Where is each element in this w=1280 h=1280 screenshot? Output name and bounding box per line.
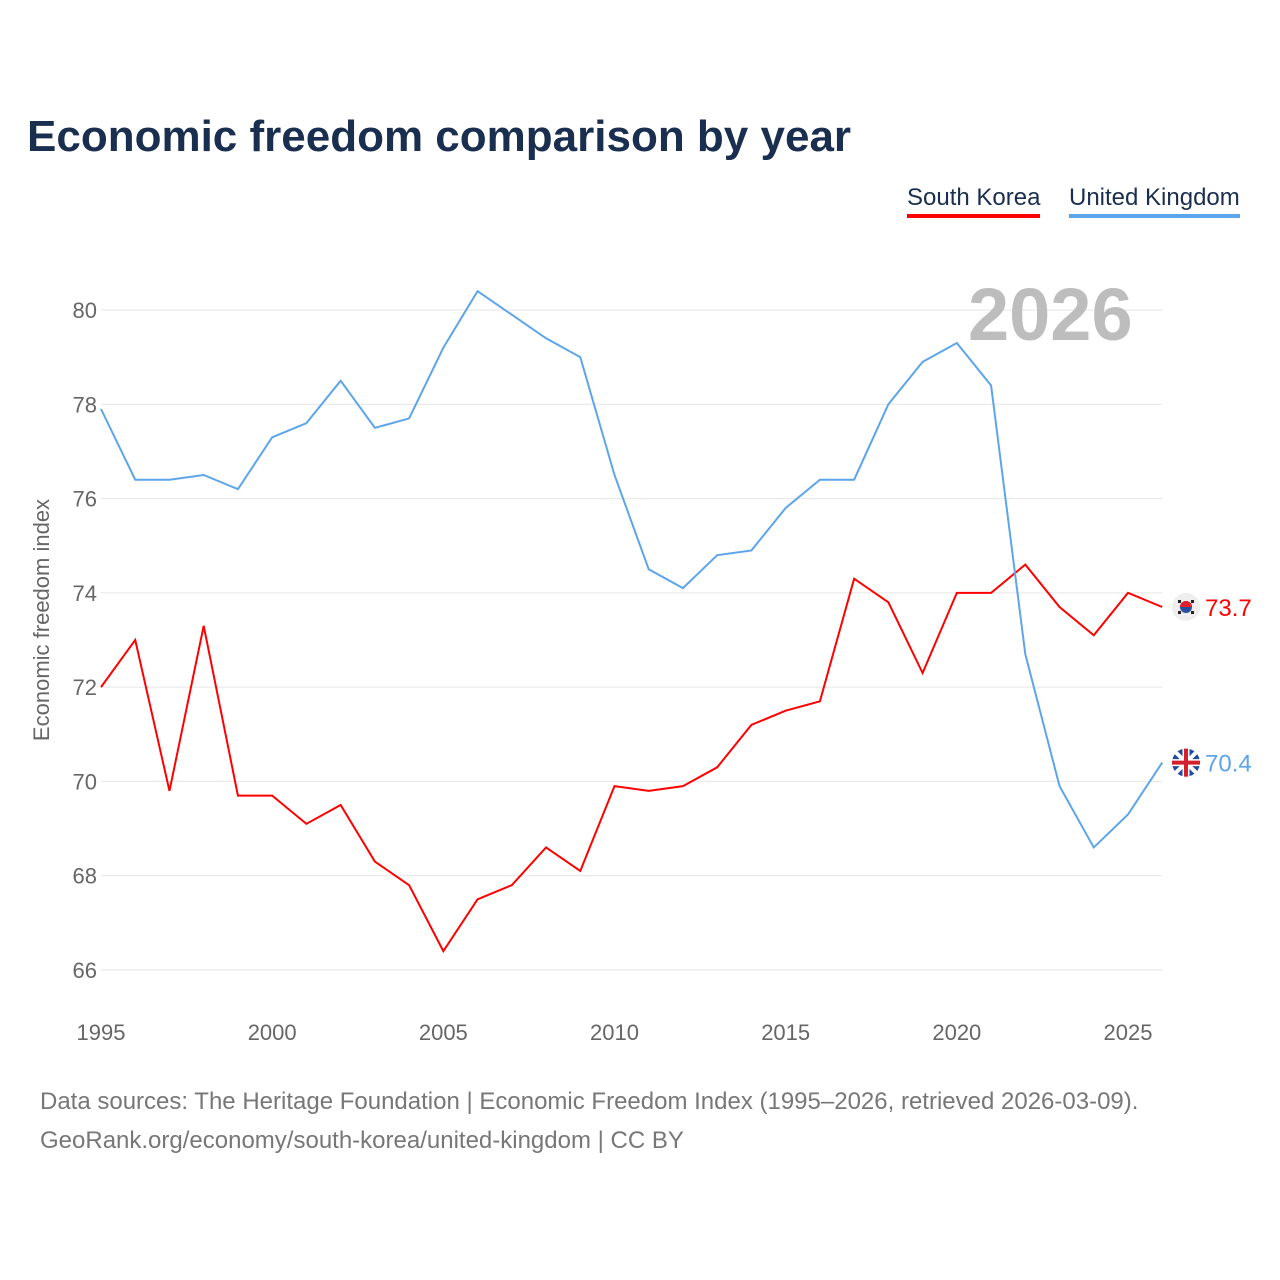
source-line-2: GeoRank.org/economy/south-korea/united-k…: [40, 1127, 684, 1154]
end-value-label: 73.7: [1205, 595, 1252, 622]
uk-flag-icon: [1172, 748, 1200, 777]
y-tick-label: 78: [73, 392, 97, 417]
x-tick-label: 2020: [932, 1020, 981, 1045]
x-tick-label: 1995: [77, 1020, 126, 1045]
y-tick-label: 66: [73, 958, 97, 983]
south-korea-flag-icon: [1172, 593, 1200, 621]
y-axis-label: Economic freedom index: [29, 498, 54, 742]
current-year-label: 2026: [968, 273, 1133, 356]
series-line-united-kingdom: [100, 289, 1164, 850]
x-tick-label: 2000: [248, 1020, 297, 1045]
end-value-label: 70.4: [1205, 751, 1252, 778]
chart-title: Economic freedom comparison by year: [27, 112, 852, 161]
source-line-1: Data sources: The Heritage Foundation | …: [40, 1088, 1139, 1115]
y-tick-label: 76: [73, 487, 97, 512]
x-tick-label: 2015: [761, 1020, 810, 1045]
x-tick-label: 2005: [419, 1020, 468, 1045]
x-tick-label: 2010: [590, 1020, 639, 1045]
series-line-south-korea: [100, 563, 1163, 954]
legend-united-kingdom[interactable]: United Kingdom: [1069, 184, 1240, 218]
y-tick-label: 72: [73, 675, 97, 700]
y-tick-label: 70: [73, 769, 97, 794]
legend-south-korea[interactable]: South Korea: [907, 184, 1041, 218]
y-tick-label: 68: [73, 864, 97, 889]
y-tick-label: 74: [73, 581, 97, 606]
y-tick-label: 80: [73, 298, 97, 323]
x-tick-label: 2025: [1104, 1020, 1153, 1045]
